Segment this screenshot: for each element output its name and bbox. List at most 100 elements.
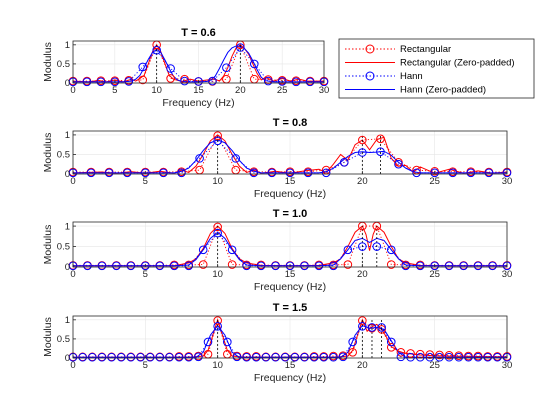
x-tick-label: 5 [143,360,148,371]
x-tick-label: 5 [143,176,148,187]
data-point [83,261,92,271]
data-point [329,261,338,271]
x-tick-label: 0 [70,360,75,371]
x-tick-label: 20 [357,176,368,187]
x-tick-label: 0 [70,85,75,96]
y-axis-label: Modulus [42,225,54,265]
data-point [303,168,313,178]
data-point [198,245,208,255]
data-point [483,352,493,362]
data-point [358,135,367,145]
data-point [394,159,403,169]
data-point [338,352,348,362]
data-point [97,261,107,271]
data-point [251,352,261,362]
data-point [213,222,222,232]
data-point [464,352,473,362]
data-point [126,261,136,271]
y-tick-label: 0 [65,78,70,89]
data-point [78,352,87,362]
data-point [376,134,385,144]
subplot-title: T = 0.8 [273,117,308,129]
data-point [141,168,150,178]
data-point [319,352,329,362]
y-tick-label: 0 [65,262,70,273]
data-point [166,64,175,73]
legend-label-rectangular-zero-padded: Rectangular (Zero-padded) [400,58,515,69]
data-point [231,154,241,163]
x-axis-label: Frequency (Hz) [254,281,326,293]
legend-label-rectangular: Rectangular [400,44,451,55]
legend-box [338,38,535,99]
data-point [285,168,295,178]
data-point [227,260,237,269]
data-point [386,343,396,352]
data-point [277,77,287,86]
data-point [329,352,338,362]
data-point [343,245,353,255]
y-tick-label: 1 [65,40,70,51]
data-point [110,77,120,87]
data-point [242,261,251,271]
subplot-title: T = 0.6 [181,27,216,39]
x-tick-label: 5 [143,269,148,280]
x-tick-label: 25 [429,269,440,280]
data-point [358,322,367,331]
data-point [425,352,435,362]
data-point [87,352,97,362]
y-tick-label: 1 [65,221,70,232]
data-point [415,352,425,362]
data-point [290,352,300,362]
legend-marker-hann [365,71,375,81]
y-tick-label: 0.5 [57,334,70,345]
data-point [213,228,222,238]
data-point [488,261,497,271]
data-point [213,131,222,140]
data-point [401,261,411,271]
x-tick-label: 20 [235,85,246,96]
data-point [386,260,396,269]
data-point [300,352,309,362]
data-point [412,168,421,178]
x-tick-label: 20 [357,269,368,280]
data-point [358,316,367,325]
data-point [386,337,396,347]
x-tick-label: 15 [285,176,296,187]
subplot-title: T = 1.5 [273,302,308,314]
x-tick-label: 30 [319,85,330,96]
data-point [280,352,290,362]
y-axis-label: Modulus [42,42,54,82]
data-point [444,261,454,271]
x-tick-label: 0 [70,176,75,187]
data-point [213,316,222,325]
data-point [305,77,315,87]
y-tick-label: 0 [65,169,70,180]
y-tick-label: 0.5 [57,59,70,70]
data-point [396,352,406,362]
x-axis-label: Frequency (Hz) [254,188,326,200]
data-point [454,352,464,362]
data-point [112,261,121,271]
data-point [430,168,439,178]
x-tick-label: 5 [112,85,117,96]
subplot-1: 0 5 10 15 20 25 30 0 0.5 1 T = 0.6 Frequency (Hz) Mo… [42,27,329,109]
x-axis-label: Frequency (Hz) [254,372,326,384]
data-point [249,168,259,178]
data-point [466,168,476,178]
data-point [314,261,324,271]
data-point [169,261,179,271]
data-point [122,168,132,178]
data-point [86,168,96,178]
x-tick-label: 25 [429,360,440,371]
data-point [484,168,494,178]
data-point [249,59,259,69]
legend: Rectangular Rectangular (Zero-padded) Ha… [338,38,535,99]
data-point [213,136,222,146]
x-tick-label: 10 [212,360,223,371]
subplot-2: 0 5 10 15 20 25 30 0 0.5 1 T = 0.8 Frequency (Hz) Mo… [42,117,512,200]
y-tick-label: 1 [65,130,70,141]
data-point [291,77,301,87]
x-tick-label: 15 [193,85,204,96]
